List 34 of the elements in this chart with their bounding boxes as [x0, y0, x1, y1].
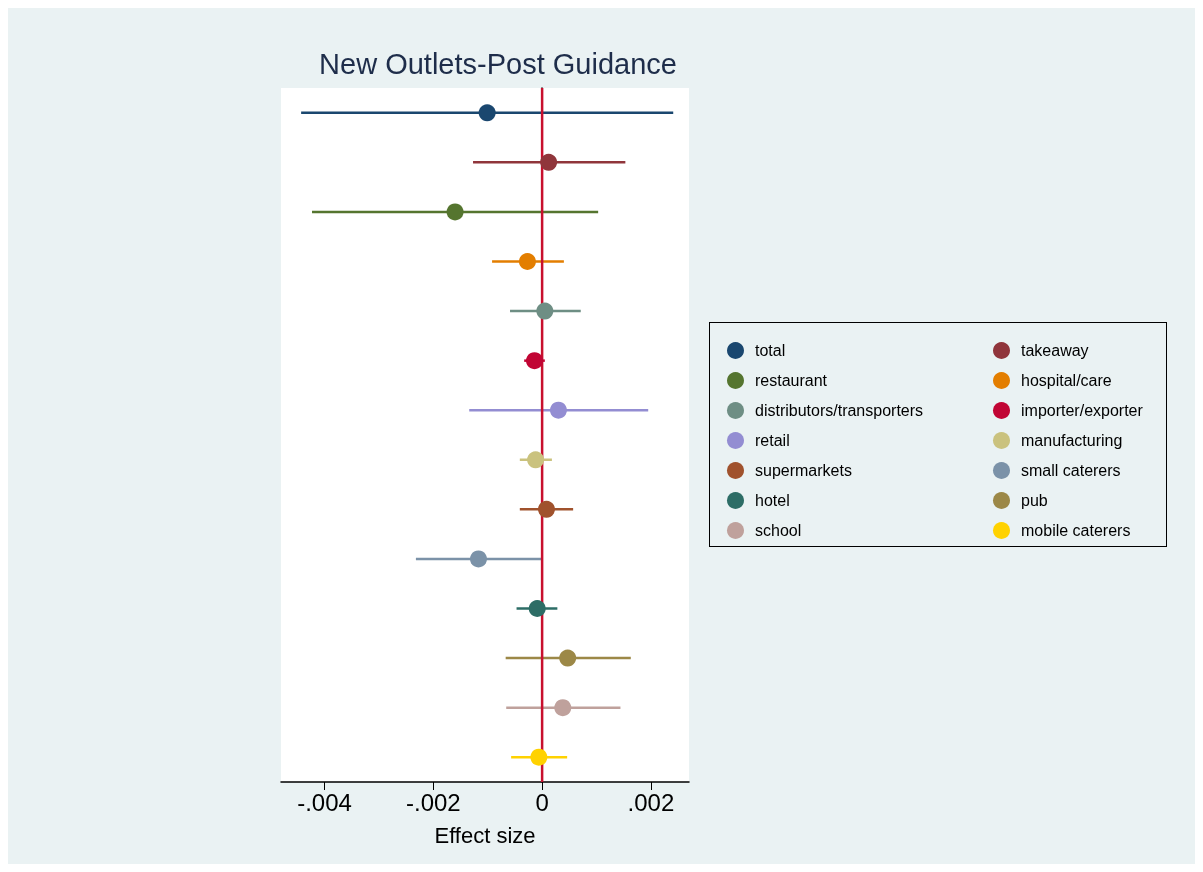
point	[469, 550, 487, 568]
legend-label: retail	[755, 432, 790, 449]
point	[518, 253, 536, 270]
chart-title: New Outlets-Post Guidance	[319, 47, 677, 80]
legend-label: distributors/transporters	[755, 402, 924, 419]
point	[530, 748, 548, 766]
point	[537, 500, 555, 518]
legend-label: supermarkets	[755, 462, 852, 479]
legend-label: mobile caterers	[1021, 522, 1131, 539]
point	[549, 401, 567, 419]
point	[536, 302, 554, 320]
point	[528, 600, 546, 617]
x-axis-title: Effect size	[434, 822, 536, 848]
x-tick-label: -.002	[405, 788, 461, 816]
legend-label: pub	[1021, 492, 1048, 509]
x-tick-label: .002	[627, 788, 675, 816]
point	[540, 153, 558, 171]
legend-label: manufacturing	[1021, 432, 1123, 449]
legend-label: hospital/care	[1021, 372, 1112, 389]
legend-label: restaurant	[755, 372, 828, 389]
legend-label: total	[755, 342, 786, 359]
legend-label: small caterers	[1021, 462, 1121, 479]
point	[559, 649, 577, 667]
point	[478, 104, 496, 122]
x-tick-label: 0	[535, 788, 549, 816]
point	[527, 451, 545, 469]
legend-label: hotel	[755, 492, 790, 509]
point	[526, 352, 543, 370]
legend-label: takeaway	[1021, 342, 1089, 359]
point	[554, 699, 572, 717]
legend-label: importer/exporter	[1021, 402, 1144, 419]
point	[446, 203, 464, 221]
x-tick-label: -.004	[297, 788, 352, 816]
legend-label: school	[755, 522, 802, 539]
